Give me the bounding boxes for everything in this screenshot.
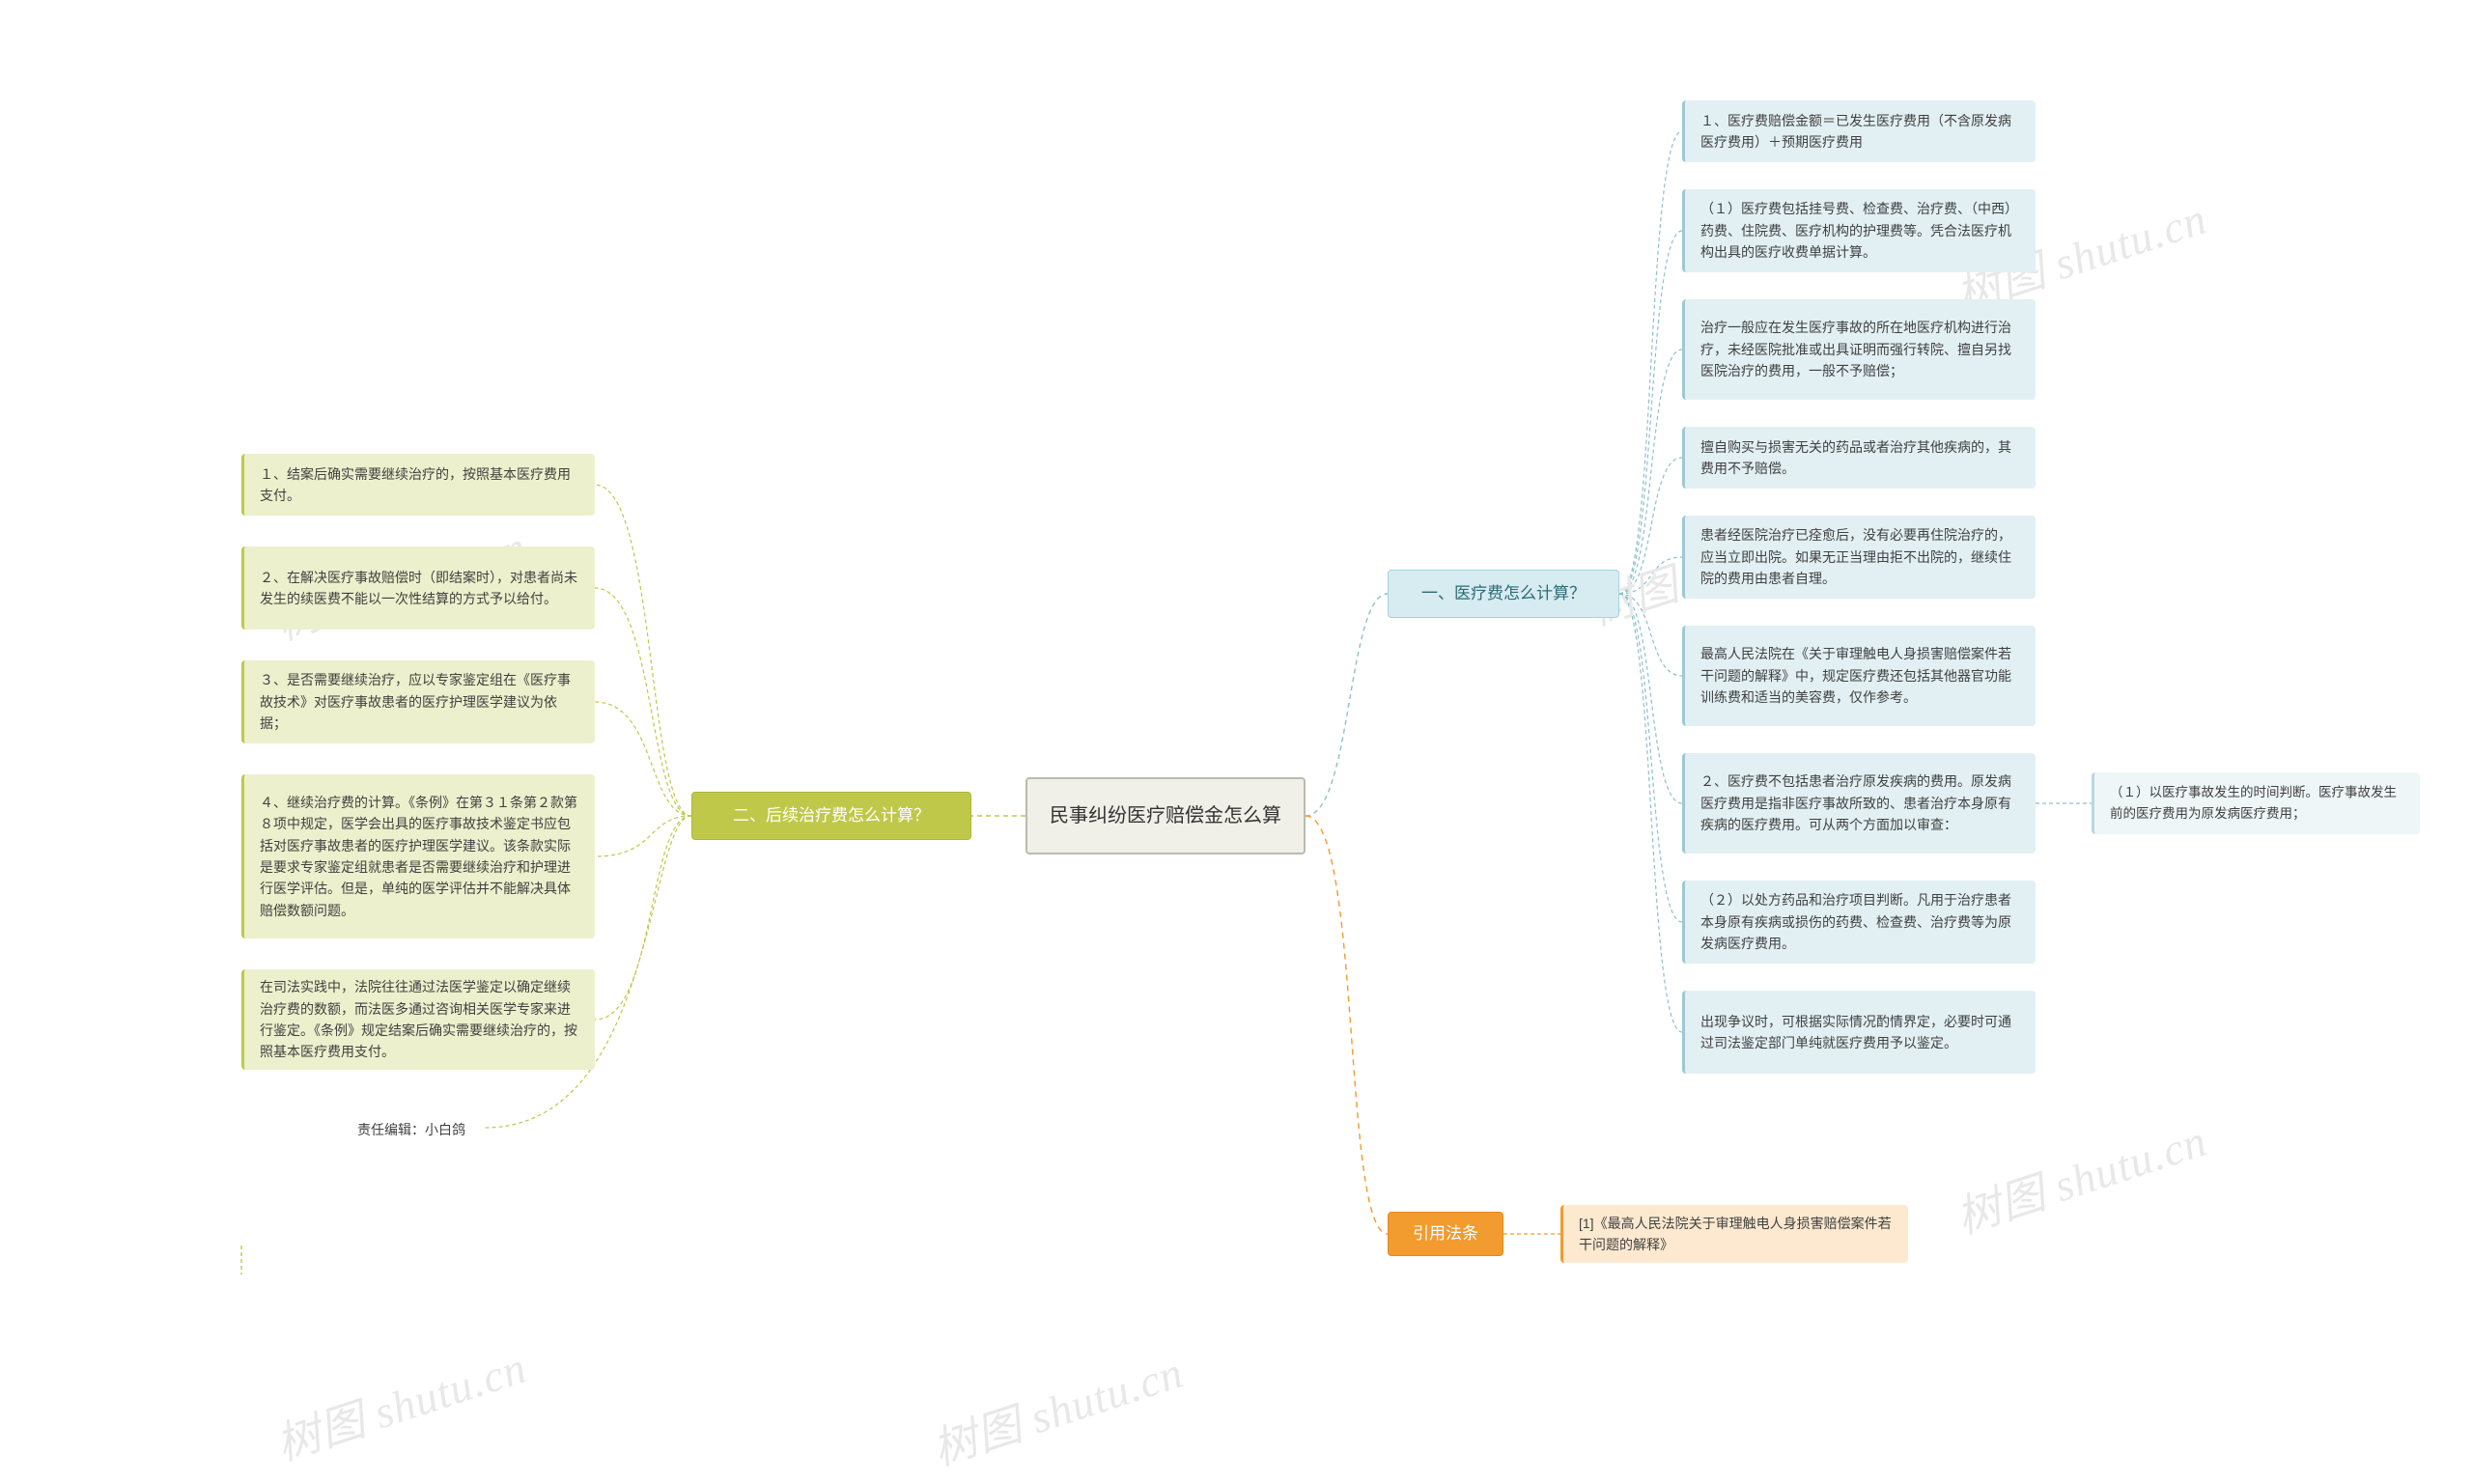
leaf-node[interactable]: 最高人民法院在《关于审理触电人身损害赔偿案件若干问题的解释》中，规定医疗费还包括… xyxy=(1682,626,2036,726)
leaf-node[interactable]: 患者经医院治疗已痊愈后，没有必要再住院治疗的，应当立即出院。如果无正当理由拒不出… xyxy=(1682,516,2036,599)
branch-followup-fee[interactable]: 二、后续治疗费怎么计算？ xyxy=(691,792,971,840)
leaf-node[interactable]: １、结案后确实需要继续治疗的，按照基本医疗费用支付。 xyxy=(241,454,595,516)
watermark: 树图 shutu.cn xyxy=(267,1332,533,1473)
leaf-node[interactable]: 治疗一般应在发生医疗事故的所在地医疗机构进行治疗，未经医院批准或出具证明而强行转… xyxy=(1682,299,2036,400)
leaf-node[interactable]: （２）以处方药品和治疗项目判断。凡用于治疗患者本身原有疾病或损伤的药费、检查费、… xyxy=(1682,881,2036,964)
branch-medical-fee[interactable]: 一、医疗费怎么计算？ xyxy=(1388,570,1619,618)
root-node[interactable]: 民事纠纷医疗赔偿金怎么算 xyxy=(1025,777,1306,854)
leaf-node[interactable]: ４、继续治疗费的计算。《条例》在第３１条第２款第８项中规定，医学会出具的医疗事故… xyxy=(241,774,595,938)
leaf-node[interactable]: （１）医疗费包括挂号费、检查费、治疗费、（中西）药费、住院费、医疗机构的护理费等… xyxy=(1682,189,2036,272)
editor-credit: 责任编辑：小白鸽 xyxy=(357,1120,465,1139)
leaf-node[interactable]: ３、是否需要继续治疗，应以专家鉴定组在《医疗事故技术》对医疗事故患者的医疗护理医… xyxy=(241,660,595,743)
sub-leaf-node[interactable]: （１）以医疗事故发生的时间判断。医疗事故发生前的医疗费用为原发病医疗费用； xyxy=(2092,772,2420,834)
leaf-node[interactable]: 出现争议时，可根据实际情况酌情界定，必要时可通过司法鉴定部门单纯就医疗费用予以鉴… xyxy=(1682,991,2036,1074)
leaf-node[interactable]: ２、在解决医疗事故赔偿时（即结案时），对患者尚未发生的续医费不能以一次性结算的方… xyxy=(241,546,595,630)
leaf-node[interactable]: 擅自购买与损害无关的药品或者治疗其他疾病的，其费用不予赔偿。 xyxy=(1682,427,2036,489)
leaf-node[interactable]: １、医疗费赔偿金额＝已发生医疗费用（不含原发病医疗费用）＋预期医疗费用 xyxy=(1682,100,2036,162)
leaf-node[interactable]: 在司法实践中，法院往往通过法医学鉴定以确定继续治疗费的数额，而法医多通过咨询相关… xyxy=(241,969,595,1070)
leaf-node[interactable]: ２、医疗费不包括患者治疗原发疾病的费用。原发病医疗费用是指非医疗事故所致的、患者… xyxy=(1682,753,2036,854)
leaf-citation[interactable]: [1]《最高人民法院关于审理触电人身损害赔偿案件若干问题的解释》 xyxy=(1560,1205,1908,1263)
branch-citation[interactable]: 引用法条 xyxy=(1388,1212,1503,1256)
watermark: 树图 shutu.cn xyxy=(1947,1106,2213,1246)
watermark: 树图 shutu.cn xyxy=(923,1337,1190,1478)
mindmap-canvas: 树图 shutu.cn 树图 shutu.cn 树图 shutu.cn 树图 s… xyxy=(0,0,2472,1484)
